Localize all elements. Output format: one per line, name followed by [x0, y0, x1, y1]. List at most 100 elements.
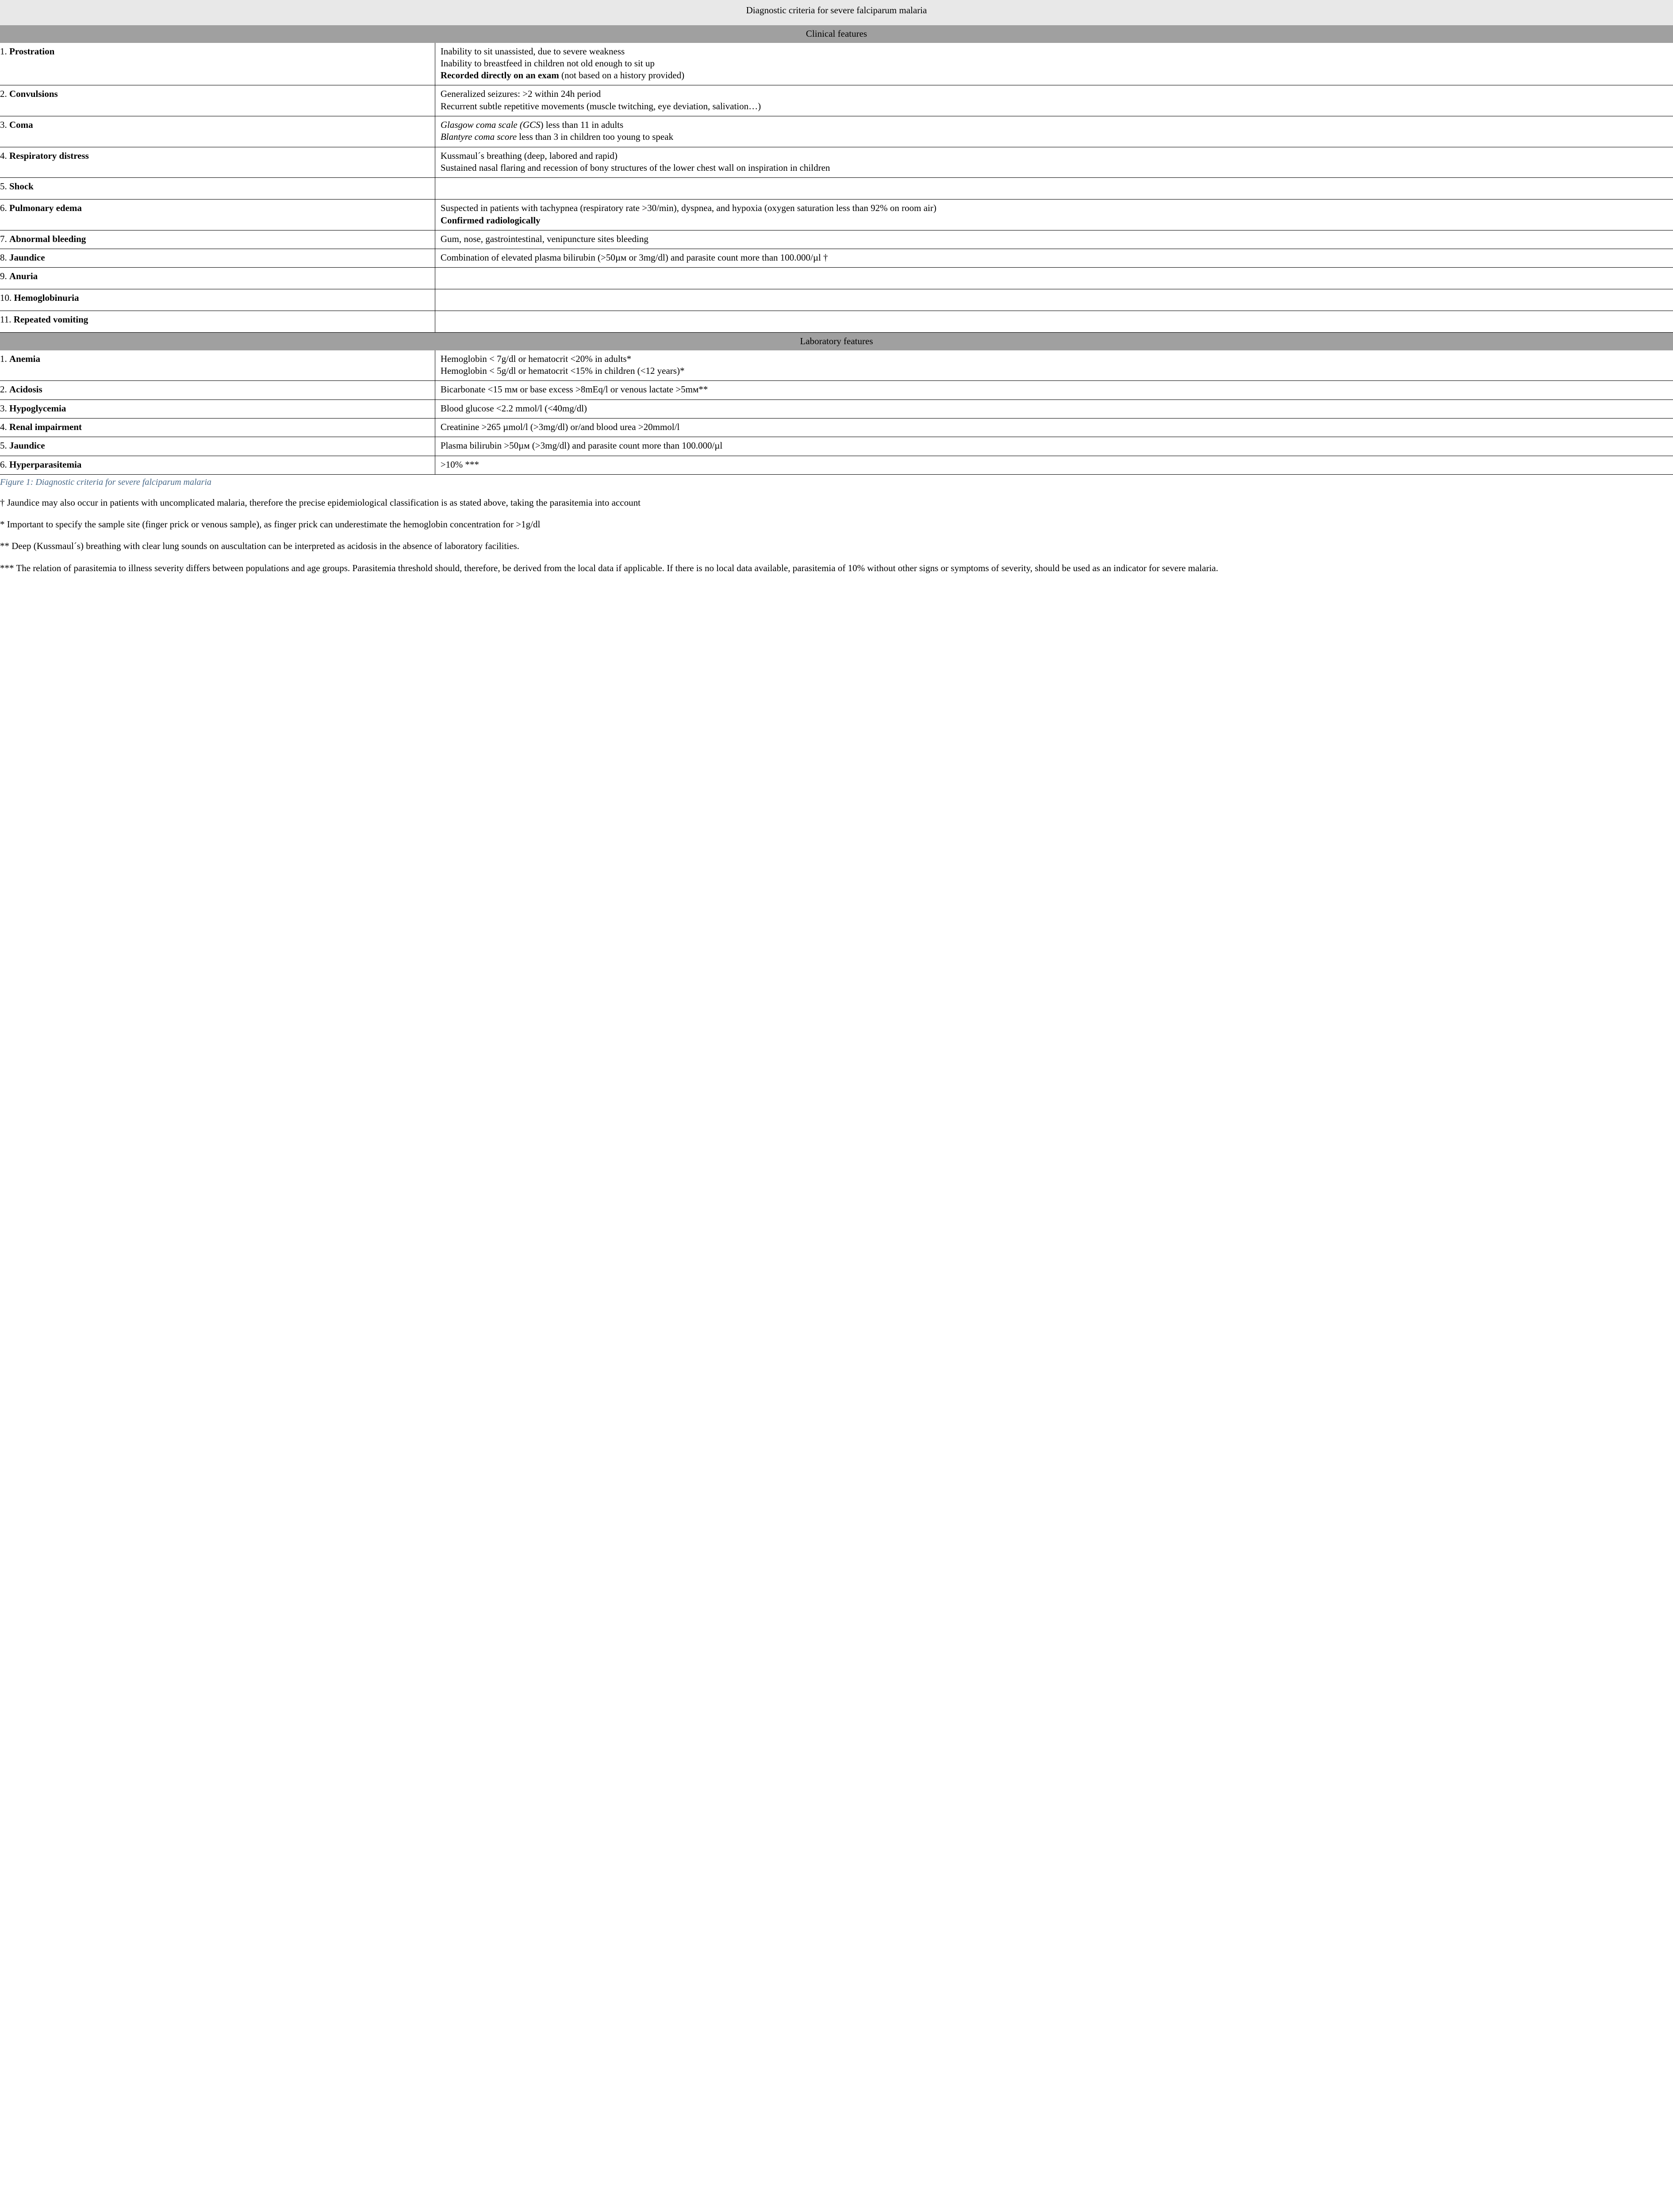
criteria-description-cell: Suspected in patients with tachypnea (re…: [435, 200, 1673, 230]
criteria-description-cell: Glasgow coma scale (GCS) less than 11 in…: [435, 116, 1673, 147]
table-row: 8. Jaundice Combination of elevated plasm…: [0, 249, 1673, 268]
criteria-description-line: Suspected in patients with tachypnea (re…: [441, 202, 1669, 214]
criteria-label-cell: 8. Jaundice: [0, 249, 435, 268]
criteria-description-line: Recorded directly on an exam (not based …: [441, 69, 1669, 81]
table-row: 1. Anemia Hemoglobin < 7g/dl or hematocri…: [0, 350, 1673, 381]
criteria-label-cell: 1. Prostration: [0, 43, 435, 85]
criteria-label: Jaundice: [9, 440, 45, 451]
criteria-description-cell: Plasma bilirubin >50µм (>3mg/dl) and par…: [435, 437, 1673, 456]
criteria-description-line: Sustained nasal flaring and recession of…: [441, 162, 1669, 174]
criteria-number: 4.: [0, 150, 9, 161]
criteria-description-line: Gum, nose, gastrointestinal, venipunctur…: [441, 233, 1669, 245]
criteria-description-cell: Hemoglobin < 7g/dl or hematocrit <20% in…: [435, 350, 1673, 381]
criteria-number: 3.: [0, 403, 9, 414]
footnote: † Jaundice may also occur in patients wi…: [0, 497, 1673, 509]
criteria-number: 6.: [0, 459, 9, 470]
criteria-label-cell: 6. Hyperparasitemia: [0, 456, 435, 474]
criteria-description-line: Recurrent subtle repetitive movements (m…: [441, 100, 1669, 112]
criteria-number: 2.: [0, 88, 9, 99]
criteria-description-line: Generalized seizures: >2 within 24h peri…: [441, 88, 1669, 100]
footnotes-block: † Jaundice may also occur in patients wi…: [0, 497, 1673, 574]
laboratory-section-header: Laboratory features: [0, 333, 1673, 350]
criteria-description-line: Combination of elevated plasma bilirubin…: [441, 252, 1669, 264]
table-row: 6. Pulmonary edema Suspected in patients …: [0, 200, 1673, 230]
criteria-description-cell: Blood glucose <2.2 mmol/l (<40mg/dl): [435, 399, 1673, 418]
table-row: 1. Prostration Inability to sit unassiste…: [0, 43, 1673, 85]
laboratory-features-table: 1. Anemia Hemoglobin < 7g/dl or hematocri…: [0, 350, 1673, 475]
table-row: 3. Hypoglycemia Blood glucose <2.2 mmol/l…: [0, 399, 1673, 418]
criteria-number: 5.: [0, 181, 9, 192]
criteria-label-cell: 1. Anemia: [0, 350, 435, 381]
criteria-label-cell: 2. Convulsions: [0, 85, 435, 116]
criteria-label-cell: 7. Abnormal bleeding: [0, 230, 435, 249]
footnote: ** Deep (Kussmaul´s) breathing with clea…: [0, 540, 1673, 552]
criteria-description-cell: [435, 268, 1673, 289]
criteria-label: Respiratory distress: [9, 150, 89, 161]
criteria-number: 10.: [0, 292, 14, 303]
criteria-number: 11.: [0, 314, 14, 325]
criteria-label: Prostration: [9, 46, 54, 57]
criteria-label-cell: 3. Hypoglycemia: [0, 399, 435, 418]
criteria-label-cell: 5. Shock: [0, 178, 435, 200]
criteria-description-cell: Creatinine >265 µmol/l (>3mg/dl) or/and …: [435, 418, 1673, 437]
criteria-label: Jaundice: [9, 252, 45, 263]
criteria-description-line: Creatinine >265 µmol/l (>3mg/dl) or/and …: [441, 421, 1669, 433]
criteria-label: Pulmonary edema: [9, 203, 82, 213]
criteria-label: Shock: [9, 181, 34, 192]
criteria-description-cell: Combination of elevated plasma bilirubin…: [435, 249, 1673, 268]
criteria-label: Acidosis: [9, 384, 42, 395]
criteria-label: Abnormal bleeding: [9, 234, 86, 244]
table-row: 3. Coma Glasgow coma scale (GCS) less tha…: [0, 116, 1673, 147]
table-row: 11. Repeated vomiting: [0, 311, 1673, 333]
criteria-label-cell: 9. Anuria: [0, 268, 435, 289]
table-row: 7. Abnormal bleeding Gum, nose, gastroint…: [0, 230, 1673, 249]
criteria-description-line: Blood glucose <2.2 mmol/l (<40mg/dl): [441, 403, 1669, 415]
table-title: Diagnostic criteria for severe falciparu…: [0, 0, 1673, 25]
table-row: 6. Hyperparasitemia >10% ***: [0, 456, 1673, 474]
criteria-label-cell: 4. Renal impairment: [0, 418, 435, 437]
criteria-description-line: Bicarbonate <15 mм or base excess >8mEq/…: [441, 384, 1669, 396]
criteria-description-cell: [435, 311, 1673, 333]
footnote: *** The relation of parasitemia to illne…: [0, 562, 1673, 574]
criteria-description-cell: Generalized seizures: >2 within 24h peri…: [435, 85, 1673, 116]
criteria-description-line: Hemoglobin < 5g/dl or hematocrit <15% in…: [441, 365, 1669, 377]
criteria-description-line: Inability to sit unassisted, due to seve…: [441, 46, 1669, 58]
criteria-number: 1.: [0, 353, 9, 364]
criteria-label: Renal impairment: [9, 422, 82, 432]
criteria-description-line: Hemoglobin < 7g/dl or hematocrit <20% in…: [441, 353, 1669, 365]
criteria-description-cell: >10% ***: [435, 456, 1673, 474]
criteria-label: Anemia: [9, 353, 40, 364]
criteria-label: Hemoglobinuria: [14, 292, 79, 303]
criteria-label-cell: 4. Respiratory distress: [0, 147, 435, 178]
criteria-number: 3.: [0, 119, 9, 130]
table-row: 9. Anuria: [0, 268, 1673, 289]
criteria-description-cell: Gum, nose, gastrointestinal, venipunctur…: [435, 230, 1673, 249]
criteria-description-cell: Kussmaul´s breathing (deep, labored and …: [435, 147, 1673, 178]
table-row: 5. Shock: [0, 178, 1673, 200]
criteria-label: Repeated vomiting: [14, 314, 88, 325]
criteria-number: 5.: [0, 440, 9, 451]
criteria-number: 6.: [0, 203, 9, 213]
criteria-description-line: >10% ***: [441, 459, 1669, 471]
criteria-description-cell: Bicarbonate <15 mм or base excess >8mEq/…: [435, 381, 1673, 399]
criteria-description-line: Plasma bilirubin >50µм (>3mg/dl) and par…: [441, 440, 1669, 452]
table-row: 4. Renal impairment Creatinine >265 µmol/…: [0, 418, 1673, 437]
criteria-label: Hypoglycemia: [9, 403, 66, 414]
criteria-description-cell: [435, 178, 1673, 200]
criteria-description-line: Blantyre coma score less than 3 in child…: [441, 131, 1669, 143]
criteria-description-line: Glasgow coma scale (GCS) less than 11 in…: [441, 119, 1669, 131]
clinical-section-header: Clinical features: [0, 25, 1673, 42]
table-row: 2. AcidosisBicarbonate <15 mм or base ex…: [0, 381, 1673, 399]
criteria-number: 7.: [0, 234, 9, 244]
table-row: 2. Convulsions Generalized seizures: >2 w…: [0, 85, 1673, 116]
criteria-label-cell: 6. Pulmonary edema: [0, 200, 435, 230]
criteria-label-cell: 5. Jaundice: [0, 437, 435, 456]
criteria-label: Anuria: [9, 271, 38, 281]
criteria-description-line: Kussmaul´s breathing (deep, labored and …: [441, 150, 1669, 162]
criteria-number: 1.: [0, 46, 9, 57]
criteria-label-cell: 3. Coma: [0, 116, 435, 147]
criteria-description-line: Inability to breastfeed in children not …: [441, 58, 1669, 69]
clinical-features-table: 1. Prostration Inability to sit unassiste…: [0, 43, 1673, 333]
criteria-number: 8.: [0, 252, 9, 263]
criteria-description-cell: [435, 289, 1673, 311]
